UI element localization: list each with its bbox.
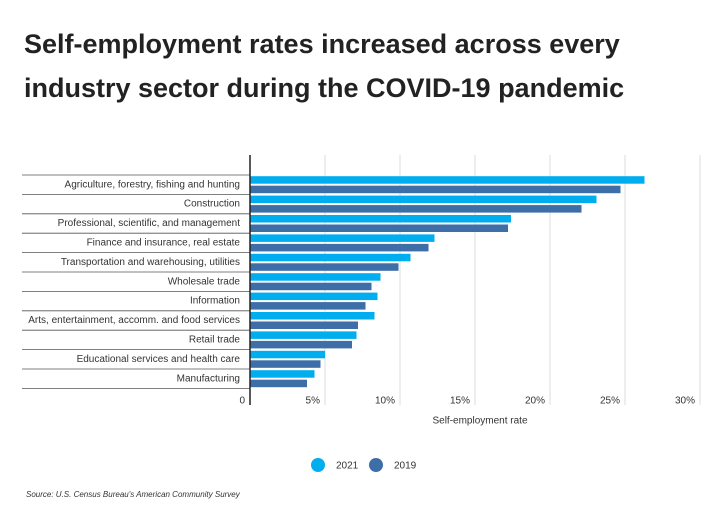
y-tick-label: Retail trade xyxy=(189,335,241,346)
legend-label: 2019 xyxy=(394,461,417,472)
bar xyxy=(250,331,357,339)
bar xyxy=(250,273,381,281)
bar xyxy=(250,224,508,232)
y-tick-label: Professional, scientific, and management xyxy=(58,218,241,229)
bar xyxy=(250,176,645,184)
y-tick-label: Finance and insurance, real estate xyxy=(87,238,241,249)
x-tick-label: 15% xyxy=(450,396,470,407)
bar xyxy=(250,292,378,301)
y-tick-label: Arts, entertainment, accomm. and food se… xyxy=(28,315,240,326)
y-tick-label: Construction xyxy=(184,199,240,210)
bar xyxy=(250,263,399,271)
bar xyxy=(250,340,352,349)
bar xyxy=(250,205,582,213)
bar xyxy=(250,185,621,194)
bar xyxy=(250,215,511,223)
y-tick-label: Agriculture, forestry, fishing and hunti… xyxy=(65,179,240,190)
bar xyxy=(250,312,375,320)
bar xyxy=(250,302,366,310)
bar xyxy=(250,243,429,252)
legend-marker xyxy=(369,458,383,472)
y-tick-label: Manufacturing xyxy=(177,373,240,384)
x-tick-label: 20% xyxy=(525,396,545,407)
y-tick-label: Transportation and warehousing, utilitie… xyxy=(61,257,240,268)
bar xyxy=(250,379,307,388)
x-tick-label: 10% xyxy=(375,396,395,407)
legend-label: 2021 xyxy=(336,461,359,472)
y-tick-label: Wholesale trade xyxy=(168,276,241,287)
bar xyxy=(250,195,597,204)
source: Source: U.S. Census Bureau's American Co… xyxy=(26,490,241,499)
x-tick-label: 0 xyxy=(239,396,245,407)
legend-marker xyxy=(311,458,325,472)
chart-title: Self-employment rates increased across e… xyxy=(24,29,625,103)
bar xyxy=(250,360,321,368)
bar xyxy=(250,321,358,329)
y-tick-label: Information xyxy=(190,296,240,307)
x-tick-label: 25% xyxy=(600,396,620,407)
bar xyxy=(250,234,435,242)
bar xyxy=(250,253,411,262)
x-tick-label: 5% xyxy=(306,396,321,407)
x-tick-label: 30% xyxy=(675,396,695,407)
bar xyxy=(250,370,315,378)
bar xyxy=(250,282,372,291)
y-tick-label: Educational services and health care xyxy=(77,354,241,365)
x-axis-label: Self-employment rate xyxy=(432,416,527,427)
bar xyxy=(250,350,325,359)
